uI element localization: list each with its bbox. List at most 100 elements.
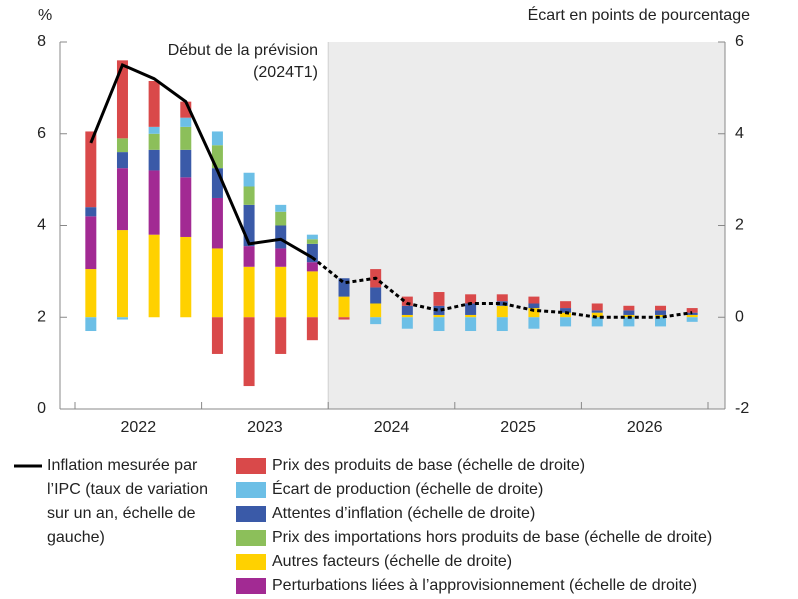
legend-swatch (236, 482, 266, 498)
bar-segment (560, 317, 572, 327)
bar-segment (433, 292, 445, 306)
bar-segment (338, 278, 350, 297)
y2-tick-label: 6 (735, 33, 744, 50)
bar-segment (433, 317, 445, 332)
bar-segment (85, 317, 97, 332)
bar-segment (591, 310, 603, 313)
bar-segment (306, 239, 318, 244)
bar-segment (655, 305, 667, 311)
bar-segment (116, 317, 128, 320)
bar-segment (275, 225, 287, 249)
legend-label: Perturbations liées à l’approvisionnemen… (272, 577, 697, 594)
bar-segment (148, 80, 160, 127)
y-tick-label: 2 (37, 308, 46, 325)
bar-segment (433, 314, 445, 318)
bar-segment (496, 305, 508, 318)
annotation: Début de la prévision (168, 42, 318, 59)
bar-segment (243, 317, 255, 387)
y2-axis-label: Écart en points de pourcentage (528, 5, 750, 24)
bar-segment (275, 204, 287, 212)
inflation-line-forecast (311, 256, 693, 319)
bar-segment (275, 248, 287, 267)
bar-segment (306, 262, 318, 272)
bar-segment (465, 317, 477, 332)
bar-segment (148, 126, 160, 134)
bar-segment (591, 312, 603, 318)
bar-segment (686, 308, 698, 313)
bar-segment (465, 294, 477, 304)
y2-tick-label: 4 (735, 125, 744, 142)
bar-segment (243, 186, 255, 205)
legend-swatch (236, 578, 266, 594)
bar-segment (401, 305, 413, 315)
bar-segment (275, 317, 287, 354)
bar-segment (370, 287, 382, 304)
bar-segment (623, 317, 635, 327)
bar-segment (180, 101, 192, 118)
bar-segment (211, 248, 223, 318)
legend-swatch (236, 506, 266, 522)
y2-tick-label: 0 (735, 308, 744, 325)
bar-segment (116, 138, 128, 153)
inflation-line (89, 62, 314, 259)
bar-segment (116, 60, 128, 139)
bar-segment (180, 149, 192, 178)
bar-segment (401, 314, 413, 318)
bar-segment (85, 207, 97, 217)
bar-segment (116, 168, 128, 231)
bar-segment (180, 126, 192, 150)
bar-segment (243, 172, 255, 187)
bar-segment (401, 317, 413, 329)
bar-segment (338, 317, 350, 320)
legend-line-label: Inflation mesurée par l’IPC (taux de var… (47, 457, 208, 546)
bar-segment (401, 296, 413, 306)
bar-segment (528, 317, 540, 329)
bar-segment (211, 197, 223, 249)
bar-segment (370, 317, 382, 325)
bar-segment (655, 310, 667, 315)
bar-segment (116, 230, 128, 318)
bar-segment (148, 133, 160, 150)
legend-label: Attentes d’inflation (échelle de droite) (272, 505, 535, 522)
bar-segment (433, 305, 445, 315)
x-group-label: 2025 (500, 419, 536, 436)
bar-segment (686, 317, 698, 322)
bar-segment (211, 145, 223, 169)
bar-segment (306, 271, 318, 318)
bar-segment (306, 234, 318, 240)
bar-segment (528, 308, 540, 318)
bar-segment (243, 266, 255, 318)
x-group-label: 2022 (121, 419, 157, 436)
bar-segment (211, 168, 223, 198)
legend-swatch (236, 458, 266, 474)
bar-segment (560, 301, 572, 309)
x-group-label: 2023 (247, 419, 283, 436)
legend-label: Prix des importations hors produits de b… (272, 529, 712, 546)
bar-segment (686, 314, 698, 318)
bar-segment (275, 211, 287, 226)
bar-segment (116, 152, 128, 169)
y-tick-label: 4 (37, 217, 46, 234)
bar-segment (496, 294, 508, 302)
bar-segment (338, 296, 350, 318)
bar-segment (623, 305, 635, 311)
legend-label: Écart de production (échelle de droite) (272, 479, 543, 498)
bar-segment (180, 177, 192, 237)
y2-tick-label: -2 (735, 400, 749, 417)
bar-segment (560, 308, 572, 313)
annotation: (2024T1) (253, 64, 318, 81)
y-tick-label: 8 (37, 33, 46, 50)
legend-label: Autres facteurs (échelle de droite) (272, 553, 512, 570)
bar-segment (306, 243, 318, 263)
bar-segment (655, 317, 667, 327)
bar-segment (148, 149, 160, 171)
bar-segment (243, 246, 255, 267)
bar-segment (85, 131, 97, 208)
legend-swatch (236, 554, 266, 570)
bar-segment (496, 301, 508, 306)
bar-segment (465, 314, 477, 318)
x-group-label: 2026 (627, 419, 663, 436)
bar-segment (180, 117, 192, 127)
